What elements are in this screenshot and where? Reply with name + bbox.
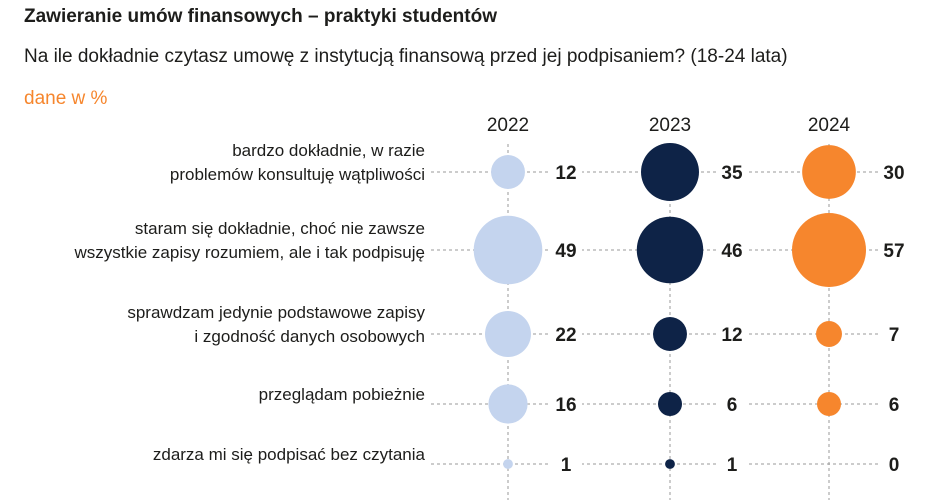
column-header-2022: 2022 [487,115,529,136]
value-label-bg [716,238,748,262]
value-label-bg [878,160,910,184]
category-label: przeglądam pobieżnie [259,385,425,404]
value-label-2022: 16 [555,395,576,416]
value-label-bg [550,322,582,346]
value-label-2023: 1 [727,455,738,476]
value-label-2024: 57 [883,241,904,262]
value-label-bg [878,238,910,262]
value-label-2024: 7 [889,325,900,346]
category-label: wszystkie zapisy rozumiem, ale i tak pod… [73,243,425,262]
value-label-bg [716,452,748,476]
category-label: bardzo dokładnie, w razie [232,141,425,160]
value-label-2024: 6 [889,395,900,416]
value-label-bg [716,160,748,184]
value-label-2023: 12 [721,325,742,346]
bubble-2022 [488,384,528,424]
bubble-2022 [485,311,531,357]
value-label-2023: 46 [721,241,742,262]
category-label: i zgodność danych osobowych [194,327,425,346]
value-label-bg [878,392,910,416]
bubble-2023 [653,317,687,351]
chart-title: Zawieranie umów finansowych – praktyki s… [24,6,497,27]
bubble-2024 [792,213,866,287]
column-header-2023: 2023 [649,115,691,136]
value-label-bg [550,452,582,476]
value-label-bg [550,160,582,184]
value-label-bg [878,452,910,476]
value-label-2024: 30 [883,163,904,184]
value-label-bg [716,392,748,416]
bubble-2023 [641,143,699,201]
value-label-2022: 49 [555,241,576,262]
category-label: sprawdzam jedynie podstawowe zapisy [127,303,425,322]
value-label-bg [550,238,582,262]
value-label-2022: 22 [555,325,576,346]
value-label-bg [550,392,582,416]
category-label: zdarza mi się podpisać bez czytania [153,445,426,464]
value-label-2023: 35 [721,163,743,184]
bubble-2024 [802,145,856,199]
bubble-2023 [665,459,675,469]
bubble-2022 [473,215,543,285]
chart-subtitle: Na ile dokładnie czytasz umowę z instytu… [24,46,788,67]
bubble-2023 [657,391,683,417]
column-header-2024: 2024 [808,115,851,136]
bubble-2022 [491,155,525,189]
bubble-2022 [503,459,513,469]
value-label-bg [716,322,748,346]
bubble-2024 [816,321,842,347]
bubble-2024 [816,391,842,417]
value-label-2022: 1 [561,455,572,476]
category-label: staram się dokładnie, choć nie zawsze [135,219,425,238]
value-label-2024: 0 [889,455,900,476]
value-label-2022: 12 [555,163,576,184]
category-label: problemów konsultuję wątpliwości [170,165,425,184]
unit-note: dane w % [24,88,108,109]
value-label-2023: 6 [727,395,738,416]
value-label-bg [878,322,910,346]
bubble-2023 [636,216,704,284]
